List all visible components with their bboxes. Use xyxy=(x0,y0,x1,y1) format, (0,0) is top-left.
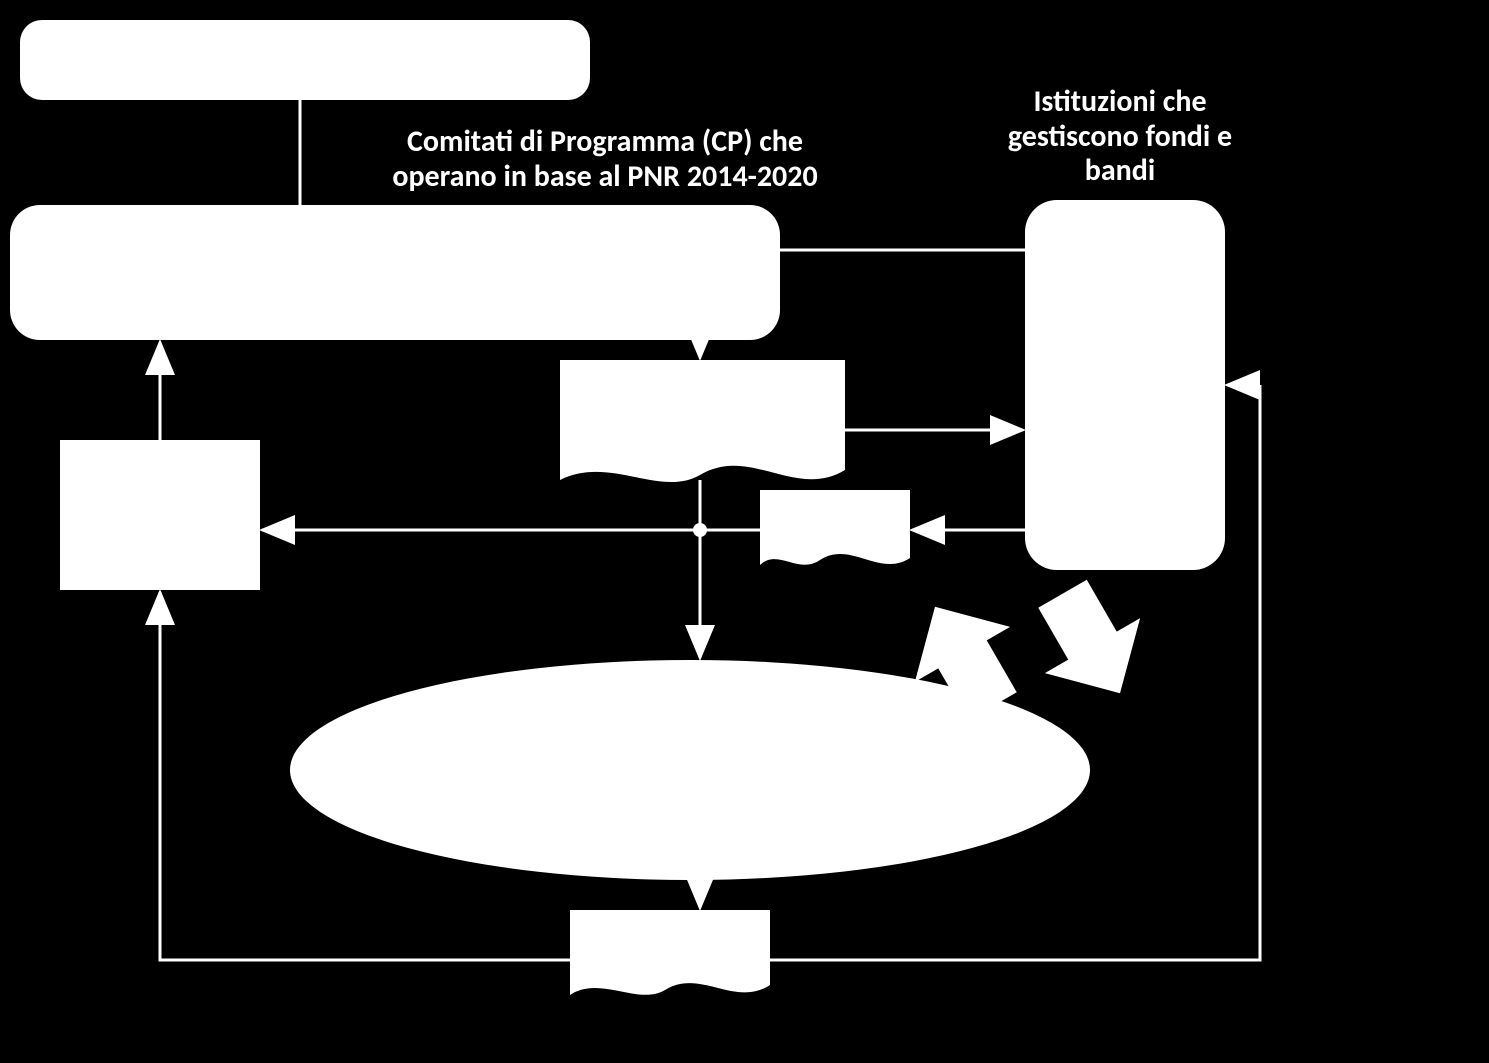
edge-bottom-left-loop xyxy=(160,592,570,960)
label-cp-heading-line1: Comitati di Programma (CP) che xyxy=(407,123,803,160)
label-institutions-line3: bandi xyxy=(1085,152,1155,189)
label-institutions-line2: gestiscono fondi e xyxy=(1008,118,1232,155)
label-institutions-line1: Istituzioni che xyxy=(1033,83,1206,120)
label-cp-heading-line2: operano in base al PNR 2014-2020 xyxy=(392,158,817,195)
junction-dot xyxy=(693,523,707,537)
node-bottom-doc xyxy=(570,910,770,995)
label-institutions: Istituzioni che gestiscono fondi e bandi xyxy=(970,85,1270,189)
node-ellipse xyxy=(290,660,1090,880)
block-arrow-down xyxy=(1015,566,1168,721)
node-long xyxy=(10,205,780,340)
node-right-rrect xyxy=(1025,200,1225,570)
node-mid-doc-small xyxy=(760,490,910,565)
label-cp-heading: Comitati di Programma (CP) che operano i… xyxy=(290,125,920,194)
node-left-rect xyxy=(60,440,260,590)
block-arrow-up xyxy=(887,579,1040,734)
node-mid-doc xyxy=(560,360,845,482)
node-top-left xyxy=(20,20,590,100)
